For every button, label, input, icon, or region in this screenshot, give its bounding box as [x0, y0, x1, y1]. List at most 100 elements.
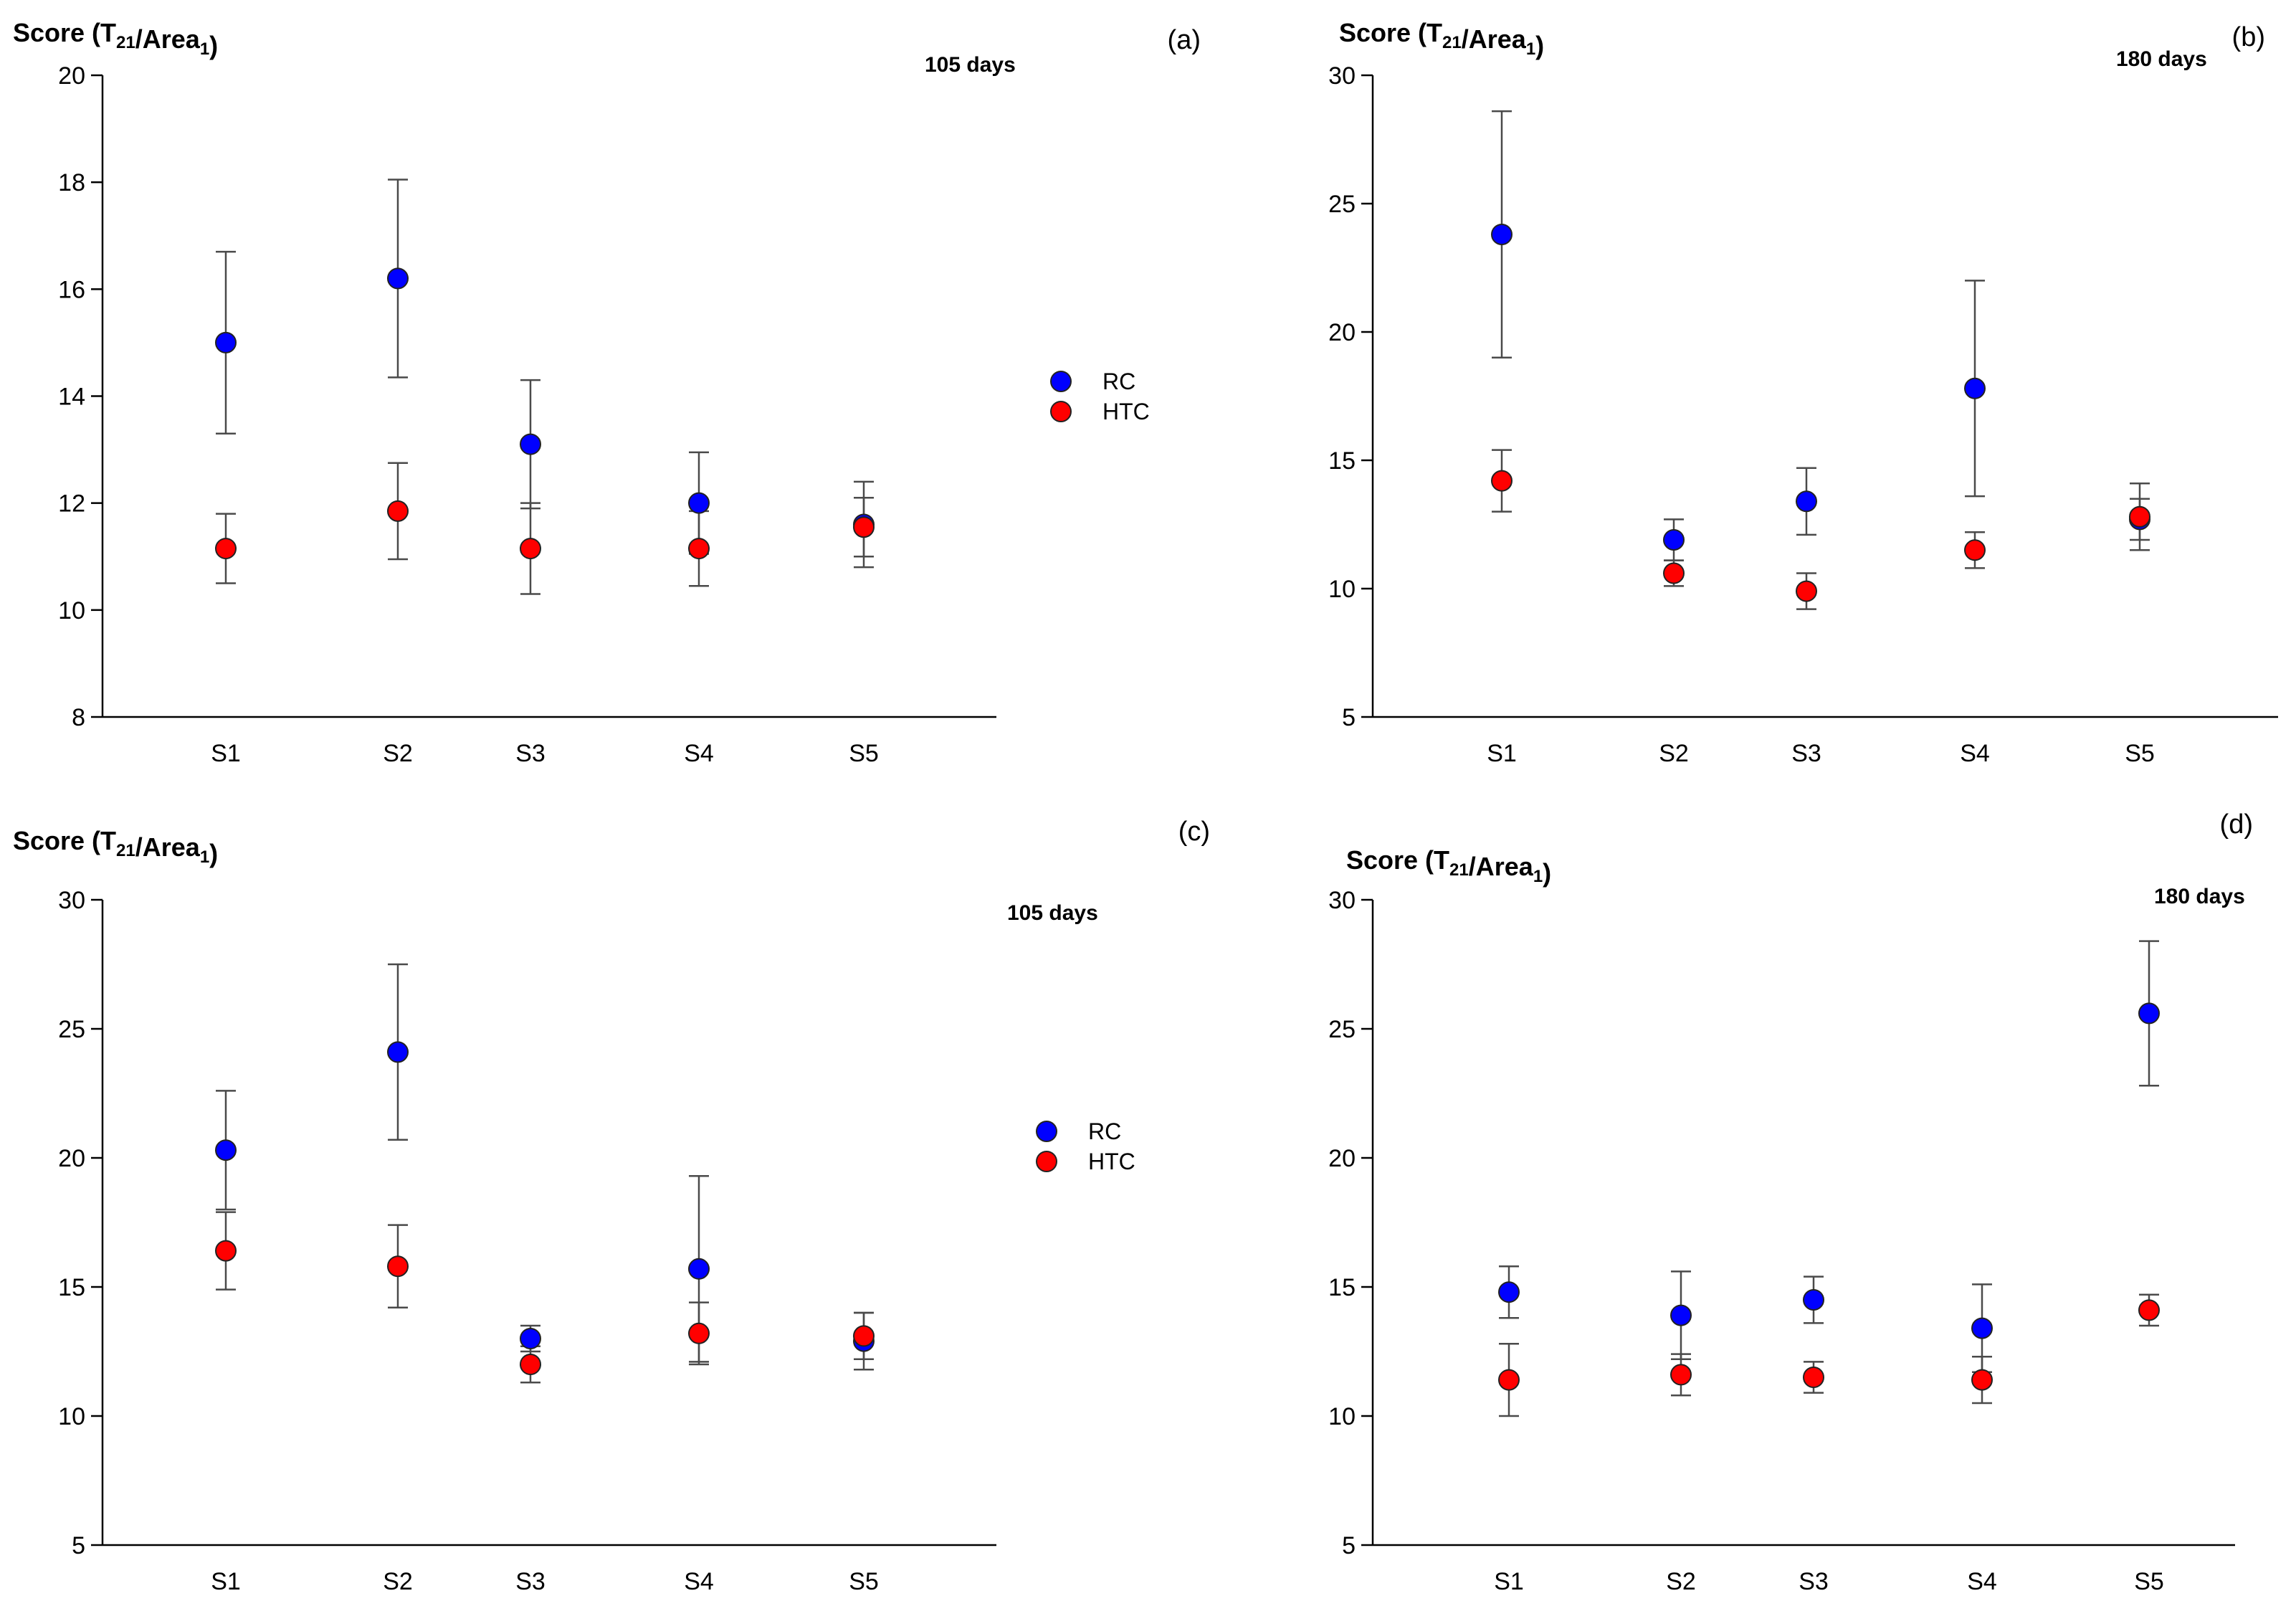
legend-marker-htc: [1036, 1151, 1057, 1172]
x-tick-label-d: S4: [1967, 1568, 1997, 1595]
data-point-d-htc: [1803, 1367, 1824, 1388]
data-point-b-htc: [1796, 580, 1817, 602]
data-point-b-htc: [1491, 470, 1513, 492]
data-point-b-htc: [1964, 539, 1986, 561]
y-tick-label-d: 30: [1328, 887, 1356, 914]
legend-label-rc: RC: [1088, 1118, 1121, 1144]
panel-label-b: (b): [2232, 22, 2265, 52]
chart-panel-b: 5 10 15 20 25 30 S1 S2 S3 S4 S5 Score (T21/Area1) (b…: [1328, 18, 2278, 767]
y-tick-label-b: 10: [1328, 576, 1356, 603]
y-tick-label-d: 10: [1328, 1403, 1356, 1430]
y-axis-title-b: Score (T21/Area1): [1339, 18, 1544, 60]
x-tick-label-c: S4: [684, 1568, 714, 1595]
x-tick-label-a: S5: [849, 740, 879, 767]
y-axis-title-a: Score (T21/Area1): [13, 18, 218, 60]
x-tick-label-b: S3: [1791, 740, 1821, 767]
x-tick-label-c: S1: [211, 1568, 241, 1595]
data-point-c-htc: [215, 1240, 237, 1262]
legend-a: RC HTC: [1050, 369, 1150, 424]
legend-c: RC HTC: [1036, 1118, 1135, 1174]
data-point-a-htc: [387, 500, 409, 522]
x-tick-label-d: S3: [1799, 1568, 1829, 1595]
x-tick-label-b: S2: [1659, 740, 1689, 767]
x-tick-label-b: S4: [1960, 740, 1990, 767]
x-tick-label-d: S5: [2134, 1568, 2164, 1595]
y-tick-label-d: 15: [1328, 1274, 1356, 1301]
data-point-c-htc: [520, 1354, 541, 1375]
data-point-c-rc: [688, 1258, 710, 1280]
y-tick-label-d: 5: [1342, 1532, 1356, 1559]
data-point-d-htc: [2138, 1299, 2160, 1321]
data-point-d-htc: [1670, 1364, 1692, 1386]
y-tick-label-a: 10: [58, 597, 85, 624]
data-point-d-rc: [2138, 1002, 2160, 1025]
legend-marker-htc: [1050, 401, 1072, 422]
data-point-b-htc: [2129, 505, 2150, 528]
data-point-a-htc: [215, 538, 237, 560]
data-point-d-htc: [1971, 1369, 1993, 1391]
y-tick-label-b: 25: [1328, 191, 1356, 218]
data-point-a-htc: [520, 538, 541, 560]
data-point-d-htc: [1498, 1369, 1520, 1391]
data-point-b-rc: [1796, 490, 1817, 513]
y-tick-label-d: 25: [1328, 1016, 1356, 1043]
data-point-a-rc: [520, 433, 541, 455]
y-tick-label-a: 18: [58, 169, 85, 196]
y-tick-label-c: 10: [58, 1403, 85, 1430]
x-tick-label-c: S3: [515, 1568, 546, 1595]
x-tick-label-c: S2: [383, 1568, 413, 1595]
data-point-a-rc: [215, 331, 237, 353]
chart-panel-d: 5 10 15 20 25 30 S1 S2 S3 S4 S5 Score (T21/Area1) (d…: [1328, 809, 2253, 1595]
y-tick-label-c: 25: [58, 1016, 85, 1043]
x-tick-label-a: S2: [383, 740, 413, 767]
legend-label-rc: RC: [1102, 369, 1135, 394]
y-tick-label-b: 20: [1328, 319, 1356, 346]
panel-label-c: (c): [1178, 817, 1210, 847]
data-point-a-htc: [853, 516, 875, 538]
y-tick-label-a: 12: [58, 490, 85, 518]
legend-label-htc: HTC: [1088, 1149, 1135, 1174]
data-point-a-htc: [688, 538, 710, 560]
annotation-days-a: 105 days: [925, 53, 1016, 77]
data-point-c-htc: [387, 1255, 409, 1278]
x-tick-label-c: S5: [849, 1568, 879, 1595]
x-tick-label-a: S4: [684, 740, 714, 767]
annotation-days-b: 180 days: [2116, 47, 2207, 71]
panel-label-a: (a): [1168, 25, 1201, 55]
chart-panel-c: 5 10 15 20 25 30 S1 S2 S3 S4 S5 Score (T21/Area1) (c…: [13, 817, 1210, 1595]
data-point-d-rc: [1803, 1289, 1824, 1311]
y-axis-title-c: Score (T21/Area1): [13, 826, 218, 868]
x-tick-label-d: S2: [1666, 1568, 1696, 1595]
y-axis-title-d: Score (T21/Area1): [1346, 845, 1551, 888]
y-tick-label-c: 5: [72, 1532, 85, 1559]
data-point-c-rc: [520, 1328, 541, 1349]
x-tick-label-d: S1: [1494, 1568, 1524, 1595]
legend-marker-rc: [1036, 1121, 1057, 1142]
y-tick-label-c: 15: [58, 1274, 85, 1301]
data-point-c-rc: [387, 1041, 409, 1063]
data-point-c-htc: [853, 1325, 875, 1347]
data-point-c-htc: [688, 1322, 710, 1344]
data-point-b-rc: [1491, 223, 1513, 245]
data-point-d-rc: [1498, 1281, 1520, 1303]
legend-label-htc: HTC: [1102, 399, 1150, 424]
data-point-b-htc: [1663, 562, 1685, 584]
y-tick-label-c: 30: [58, 887, 85, 914]
data-point-a-rc: [688, 492, 710, 514]
y-tick-label-b: 30: [1328, 62, 1356, 90]
chart-panel-a: 8 10 12 14 16 18 20 S1 S2 S3 S4 S5 Score (T21/Area1)…: [13, 18, 1201, 767]
y-tick-label-c: 20: [58, 1145, 85, 1172]
x-tick-label-a: S3: [515, 740, 546, 767]
data-point-c-rc: [215, 1139, 237, 1161]
data-point-d-rc: [1971, 1317, 1993, 1339]
y-tick-label-a: 20: [58, 62, 85, 90]
y-tick-label-a: 8: [72, 704, 85, 731]
data-point-d-rc: [1670, 1304, 1692, 1326]
y-tick-label-a: 16: [58, 276, 85, 303]
panel-label-d: (d): [2220, 809, 2253, 840]
x-tick-label-b: S5: [2125, 740, 2155, 767]
y-tick-label-a: 14: [58, 384, 85, 411]
x-tick-label-a: S1: [211, 740, 241, 767]
data-point-b-rc: [1663, 528, 1685, 551]
